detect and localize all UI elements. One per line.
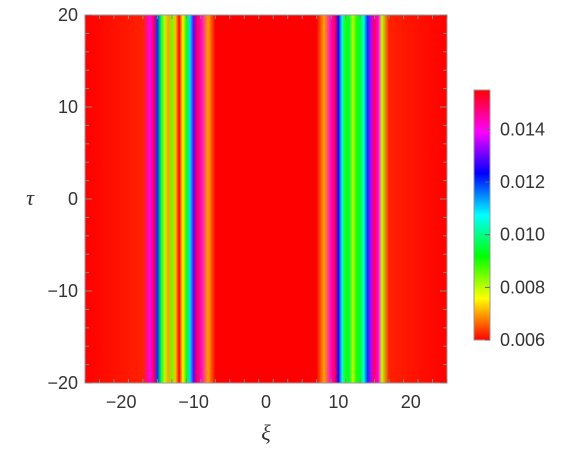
y-tick-label: 20 (58, 5, 78, 25)
y-tick-label: −10 (47, 281, 78, 301)
colorbar-tick-label: 0.012 (500, 172, 545, 192)
x-tick-label: 20 (401, 392, 421, 412)
y-tick-label: −20 (47, 373, 78, 393)
x-tick-label: 0 (261, 392, 271, 412)
y-tick-label: 10 (58, 97, 78, 117)
colorbar-frame (473, 89, 491, 341)
x-axis: −20 −10 0 10 20 (84, 15, 448, 412)
x-tick-label: −20 (106, 392, 137, 412)
colorbar-ticks: 0.006 0.008 0.010 0.012 0.014 (485, 119, 545, 350)
x-tick-label: −10 (178, 392, 209, 412)
colorbar-tick-label: 0.006 (500, 330, 545, 350)
x-axis-label: ξ (261, 420, 271, 445)
x-tick-label: 10 (328, 392, 348, 412)
y-axis: −20 −10 0 10 20 (47, 5, 447, 393)
colorbar-tick-label: 0.008 (500, 277, 545, 297)
colorbar (474, 90, 490, 340)
colorbar-tick-label: 0.014 (500, 119, 545, 139)
y-tick-label: 0 (68, 189, 78, 209)
plot-area (85, 15, 447, 383)
colorbar-tick-label: 0.010 (500, 225, 545, 245)
y-axis-label: τ (26, 185, 35, 210)
